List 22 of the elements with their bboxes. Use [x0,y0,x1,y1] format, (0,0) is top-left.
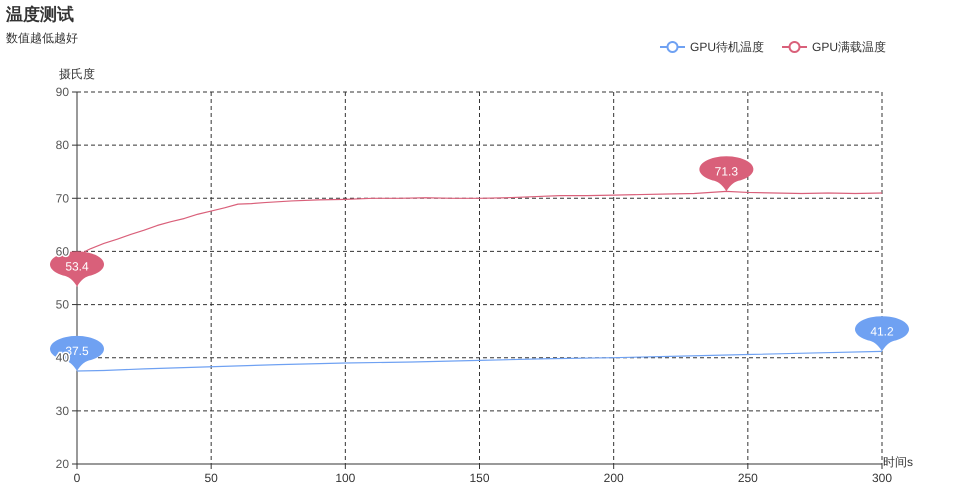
y-tick-label: 90 [56,85,70,99]
x-axis-title: 时间s [883,455,913,469]
x-tick-label: 50 [204,471,218,485]
annotation: 71.3 [714,164,738,178]
chart-title: 温度测试 [5,5,74,24]
x-tick-label: 150 [469,471,490,485]
y-axis-title: 摄氏度 [59,67,95,81]
x-tick-label: 200 [604,471,624,485]
annotation: 53.4 [65,260,89,274]
y-tick-label: 80 [56,138,70,152]
chart-subtitle: 数值越低越好 [6,31,78,45]
annotation: 41.2 [870,324,894,338]
y-tick-label: 30 [56,404,70,418]
x-tick-label: 250 [738,471,758,485]
x-tick-label: 100 [335,471,356,485]
legend-label: GPU待机温度 [690,40,764,54]
x-tick-label: 0 [74,471,81,485]
y-tick-label: 20 [56,457,70,471]
legend-label: GPU满载温度 [812,40,886,54]
y-tick-label: 70 [56,191,70,206]
x-tick-label: 300 [872,471,892,485]
y-tick-label: 50 [56,298,70,312]
